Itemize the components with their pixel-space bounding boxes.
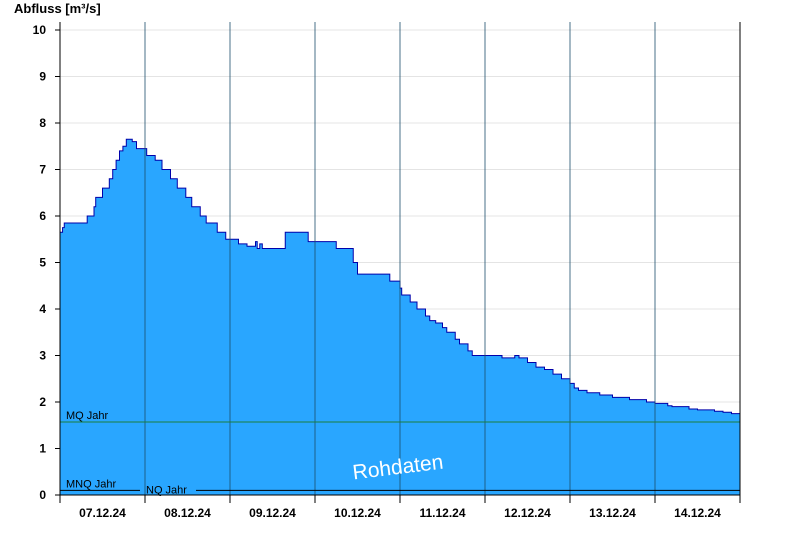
x-tick-labels: 07.12.24 08.12.24 09.12.24 10.12.24 11.12.24… [59,495,741,520]
x-tick-label: 08.12.24 [164,506,211,520]
nq-label: NQ Jahr [146,484,187,496]
series-line [60,138,741,416]
y-tick-label: 2 [39,395,46,409]
mq-label: MQ Jahr [66,410,109,422]
y-tick-label: 1 [39,442,46,456]
y-axis-label: Abfluss [m³/s] [14,1,101,16]
mnq-label: MNQ Jahr [66,478,116,490]
y-tick-label: 0 [39,488,46,502]
reference-lines: MQ Jahr MNQ Jahr NQ Jahr [60,410,740,496]
y-tick-label: 9 [39,70,46,84]
y-tick-label: 7 [39,163,46,177]
x-tick-label: 09.12.24 [249,506,296,520]
x-tick-label: 07.12.24 [79,506,126,520]
y-tick-label: 3 [39,349,46,363]
x-tick-label: 13.12.24 [589,506,636,520]
day-separator-lines [144,22,656,495]
y-tick-label: 8 [39,116,46,130]
x-tick-label: 11.12.24 [419,506,465,520]
y-tick-labels: 0 1 2 3 4 5 6 7 8 9 10 [33,23,60,502]
y-tick-label: 5 [39,256,46,270]
x-tick-label: 14.12.24 [674,506,721,520]
y-tick-label: 4 [39,302,46,316]
y-tick-label: 6 [39,209,46,223]
x-tick-label: 12.12.24 [504,506,551,520]
x-tick-label: 10.12.24 [334,506,381,520]
y-tick-label: 10 [33,23,47,37]
